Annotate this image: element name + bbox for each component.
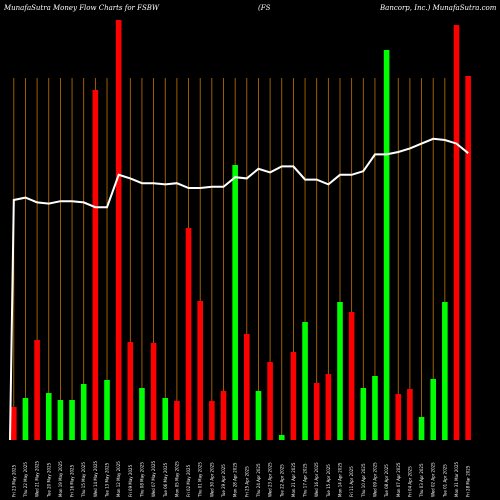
- bar: [115, 20, 122, 440]
- x-tick-label: Wed 09 Apr 2025: [372, 462, 377, 497]
- bar: [278, 435, 285, 440]
- x-tick-label: Thu 01 May 2025: [198, 462, 203, 498]
- x-tick-label: Mon 14 Apr 2025: [338, 462, 343, 497]
- x-tick-label: Wed 14 May 2025: [93, 460, 98, 497]
- x-tick-label: Thu 15 May 2025: [81, 462, 86, 498]
- bar: [372, 376, 378, 440]
- bar: [22, 398, 29, 440]
- bar: [255, 391, 262, 440]
- x-tick-label: Fri 25 Apr 2025: [244, 466, 249, 497]
- x-tick-label: Mon 07 Apr 2025: [396, 462, 401, 497]
- x-tick-label: Wed 23 Apr 2025: [268, 462, 273, 497]
- bar: [127, 342, 134, 440]
- bar: [244, 334, 250, 440]
- bar: [209, 401, 215, 440]
- x-tick-label: Mon 19 May 2025: [58, 461, 63, 497]
- bar: [465, 76, 471, 440]
- bar: [185, 228, 192, 440]
- bar: [418, 417, 425, 440]
- bar: [290, 352, 297, 440]
- bar: [453, 25, 460, 440]
- x-tick-label: Wed 02 Apr 2025: [431, 462, 436, 497]
- bar: [383, 50, 390, 440]
- bar: [162, 398, 169, 440]
- bar: [174, 401, 180, 440]
- x-tick-label: Tue 08 Apr 2025: [384, 464, 389, 498]
- x-tick-label: Mon 21 Apr 2025: [291, 462, 296, 497]
- money-flow-line: [9, 137, 469, 441]
- bar: [325, 374, 332, 440]
- bar: [430, 379, 436, 440]
- x-tick-label: Mon 12 May 2025: [116, 461, 121, 497]
- bar: [267, 362, 273, 440]
- x-tick-label: Tue 01 Apr 2025: [442, 464, 447, 498]
- bar: [407, 389, 413, 440]
- bar-series: [11, 20, 471, 440]
- bar: [360, 388, 367, 440]
- x-tick-label: Fri 04 Apr 2025: [407, 466, 412, 497]
- x-tick-label: Thu 08 May 2025: [139, 462, 144, 498]
- x-tick-label: Thu 03 Apr 2025: [419, 463, 424, 498]
- bar: [232, 165, 238, 440]
- bar: [220, 391, 227, 440]
- x-tick-label: Wed 16 Apr 2025: [314, 462, 319, 497]
- x-tick-label: Thu 22 May 2025: [23, 462, 28, 498]
- bar: [104, 380, 110, 440]
- chart-title-right: Bancorp, Inc.) MunafaSutra.com: [379, 4, 497, 12]
- x-tick-label: Mon 31 Mar 2025: [454, 461, 459, 497]
- bar: [57, 400, 64, 440]
- x-tick-label: Mon 28 Apr 2025: [233, 462, 238, 497]
- bar: [34, 340, 40, 440]
- x-tick-label: Fri 28 Mar 2025: [466, 465, 471, 497]
- bar: [45, 393, 52, 440]
- bar: [337, 302, 343, 440]
- bar: [92, 90, 99, 440]
- bar: [80, 384, 87, 440]
- bar: [348, 312, 355, 440]
- x-tick-label: Tue 29 Apr 2025: [221, 464, 226, 498]
- bar: [197, 301, 203, 440]
- bar: [69, 400, 75, 440]
- x-tick-label: Tue 20 May 2025: [46, 462, 51, 498]
- x-tick-label: Wed 30 Apr 2025: [209, 462, 214, 497]
- bar: [150, 343, 157, 440]
- x-tick-label: Fri 09 May 2025: [128, 464, 133, 497]
- x-tick-label: Thu 24 Apr 2025: [256, 463, 261, 498]
- x-tick-label: Tue 06 May 2025: [163, 462, 168, 498]
- x-tick-label: Tue 13 May 2025: [105, 462, 110, 498]
- x-tick-label: Wed 07 May 2025: [151, 460, 156, 497]
- x-tick-label: Fri 23 May 2025: [11, 464, 16, 497]
- x-axis-ticks: Fri 23 May 2025 Thu 22 May 2025 Wed 21 May…: [11, 460, 470, 498]
- bar: [395, 394, 402, 440]
- x-tick-label: Mon 05 May 2025: [174, 461, 179, 497]
- x-tick-label: Thu 17 Apr 2025: [303, 463, 308, 498]
- x-tick-label: Fri 02 May 2025: [186, 464, 191, 497]
- x-tick-label: Tue 15 Apr 2025: [326, 464, 331, 498]
- x-tick-label: Thu 10 Apr 2025: [361, 463, 366, 498]
- bar: [139, 388, 145, 440]
- x-tick-label: Wed 21 May 2025: [35, 460, 40, 497]
- bar: [11, 407, 17, 440]
- bar: [313, 383, 320, 440]
- chart-title-middle: (FS: [258, 4, 271, 12]
- x-tick-label: Tue 22 Apr 2025: [279, 464, 284, 498]
- x-tick-label: Fri 16 May 2025: [70, 464, 75, 497]
- bar: [302, 322, 308, 440]
- chart-title-left: MunafaSutra Money Flow Charts for FSBW: [3, 4, 160, 12]
- x-tick-label: Fri 11 Apr 2025: [349, 466, 354, 497]
- bar: [442, 302, 448, 440]
